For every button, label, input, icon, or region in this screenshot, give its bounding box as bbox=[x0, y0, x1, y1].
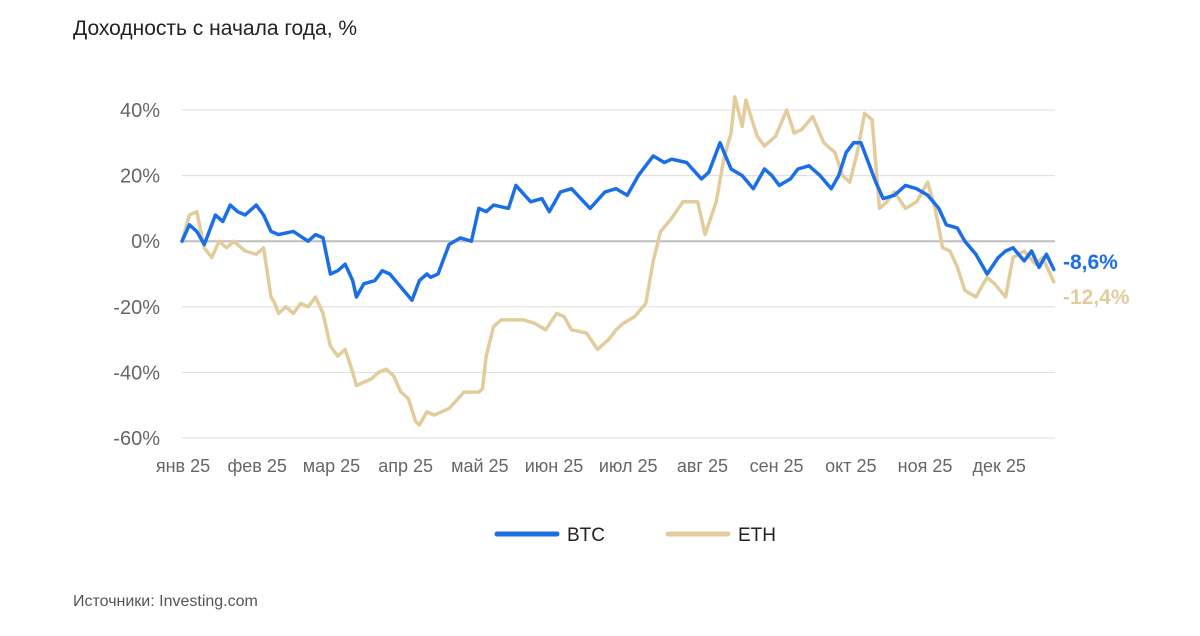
y-tick-label: -20% bbox=[113, 297, 160, 319]
y-tick-label: 40% bbox=[120, 100, 160, 122]
y-tick-label: -40% bbox=[113, 362, 160, 384]
x-tick-label: окт 25 bbox=[825, 456, 876, 476]
series-line-btc bbox=[180, 141, 1056, 302]
x-axis-ticks: янв 25 фев 25 мар 25 апр 25 май 25 июн 25 июл … bbox=[156, 456, 1026, 476]
gridlines bbox=[182, 109, 1055, 439]
x-tick-label: апр 25 bbox=[378, 456, 433, 476]
x-tick-label: июл 25 bbox=[599, 456, 658, 476]
x-tick-label: мар 25 bbox=[303, 456, 360, 476]
x-tick-label: май 25 bbox=[451, 456, 508, 476]
legend-label-eth: ETH bbox=[738, 525, 776, 546]
legend: BTC ETH bbox=[494, 525, 776, 546]
y-tick-label: 0% bbox=[131, 231, 160, 253]
legend-label-btc: BTC bbox=[567, 525, 605, 546]
end-label-btc: -8,6% bbox=[1063, 251, 1118, 274]
y-tick-label: 20% bbox=[120, 166, 160, 188]
source-note: Источники: Investing.com bbox=[73, 593, 258, 610]
x-tick-label: дек 25 bbox=[972, 456, 1025, 476]
x-tick-label: сен 25 bbox=[750, 456, 804, 476]
series-line-eth bbox=[180, 95, 1056, 427]
x-tick-label: июн 25 bbox=[525, 456, 584, 476]
series-lines bbox=[180, 95, 1056, 427]
end-labels: -8,6% -12,4% bbox=[1063, 251, 1130, 309]
x-tick-label: янв 25 bbox=[156, 456, 210, 476]
x-tick-label: ноя 25 bbox=[898, 456, 953, 476]
end-label-eth: -12,4% bbox=[1063, 286, 1130, 309]
chart-title: Доходность с начала года, % bbox=[73, 17, 358, 40]
x-tick-label: фев 25 bbox=[227, 456, 286, 476]
x-tick-label: авг 25 bbox=[677, 456, 728, 476]
y-tick-label: -60% bbox=[113, 428, 160, 450]
y-axis-ticks: 40% 20% 0% -20% -40% -60% bbox=[113, 100, 160, 450]
